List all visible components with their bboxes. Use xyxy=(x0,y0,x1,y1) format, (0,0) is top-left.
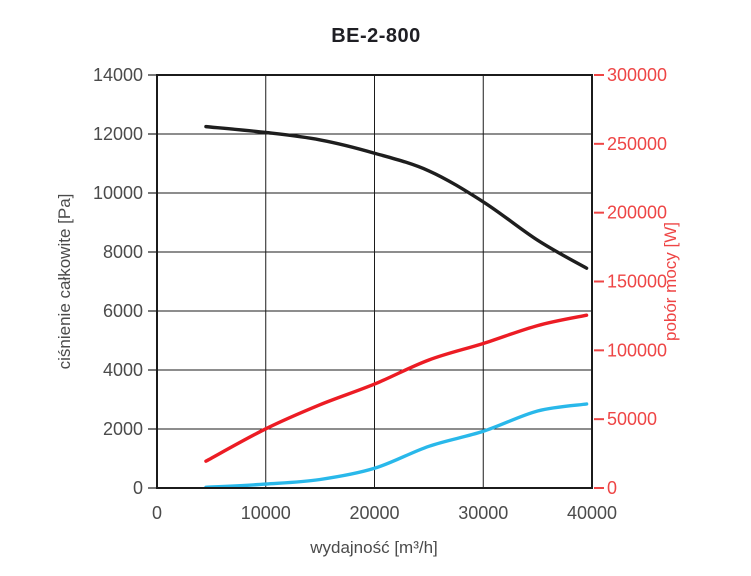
tick-label-y-right: 300000 xyxy=(607,65,667,85)
curve-blue xyxy=(204,402,589,490)
tick-label-x: 20000 xyxy=(349,503,399,523)
axis-ticks-and-labels: 0 2000 4000 6000 8000 10000 12000 14000 0 50000 10… xyxy=(93,65,667,523)
tick-label-y-right: 100000 xyxy=(607,340,667,360)
tick-label-y-right: 250000 xyxy=(607,134,667,154)
tick-label-x: 10000 xyxy=(241,503,291,523)
tick-label-x: 0 xyxy=(152,503,162,523)
tick-label-y-left: 12000 xyxy=(93,124,143,144)
curve-red-power xyxy=(204,313,589,463)
tick-label-y-left: 8000 xyxy=(103,242,143,262)
tick-label-x: 30000 xyxy=(458,503,508,523)
data-curves xyxy=(204,124,589,490)
y-axis-left-title: ciśnienie całkowite [Pa] xyxy=(55,194,74,370)
curve-black-pressure xyxy=(204,124,589,270)
tick-label-y-left: 14000 xyxy=(93,65,143,85)
x-axis-title: wydajność [m³/h] xyxy=(309,538,438,557)
tick-label-y-left: 6000 xyxy=(103,301,143,321)
tick-label-y-right: 50000 xyxy=(607,409,657,429)
plot-border xyxy=(156,74,593,489)
tick-label-y-left: 0 xyxy=(133,478,143,498)
tick-label-y-left: 4000 xyxy=(103,360,143,380)
tick-label-y-right: 150000 xyxy=(607,272,667,292)
tick-label-y-right: 0 xyxy=(607,478,617,498)
grid-lines xyxy=(156,74,593,489)
tick-label-x: 40000 xyxy=(567,503,617,523)
tick-label-y-right: 200000 xyxy=(607,203,667,223)
tick-label-y-left: 2000 xyxy=(103,419,143,439)
chart-title: BE-2-800 xyxy=(331,25,421,47)
tick-label-y-left: 10000 xyxy=(93,183,143,203)
y-axis-right-title: pobór mocy [W] xyxy=(661,222,680,341)
